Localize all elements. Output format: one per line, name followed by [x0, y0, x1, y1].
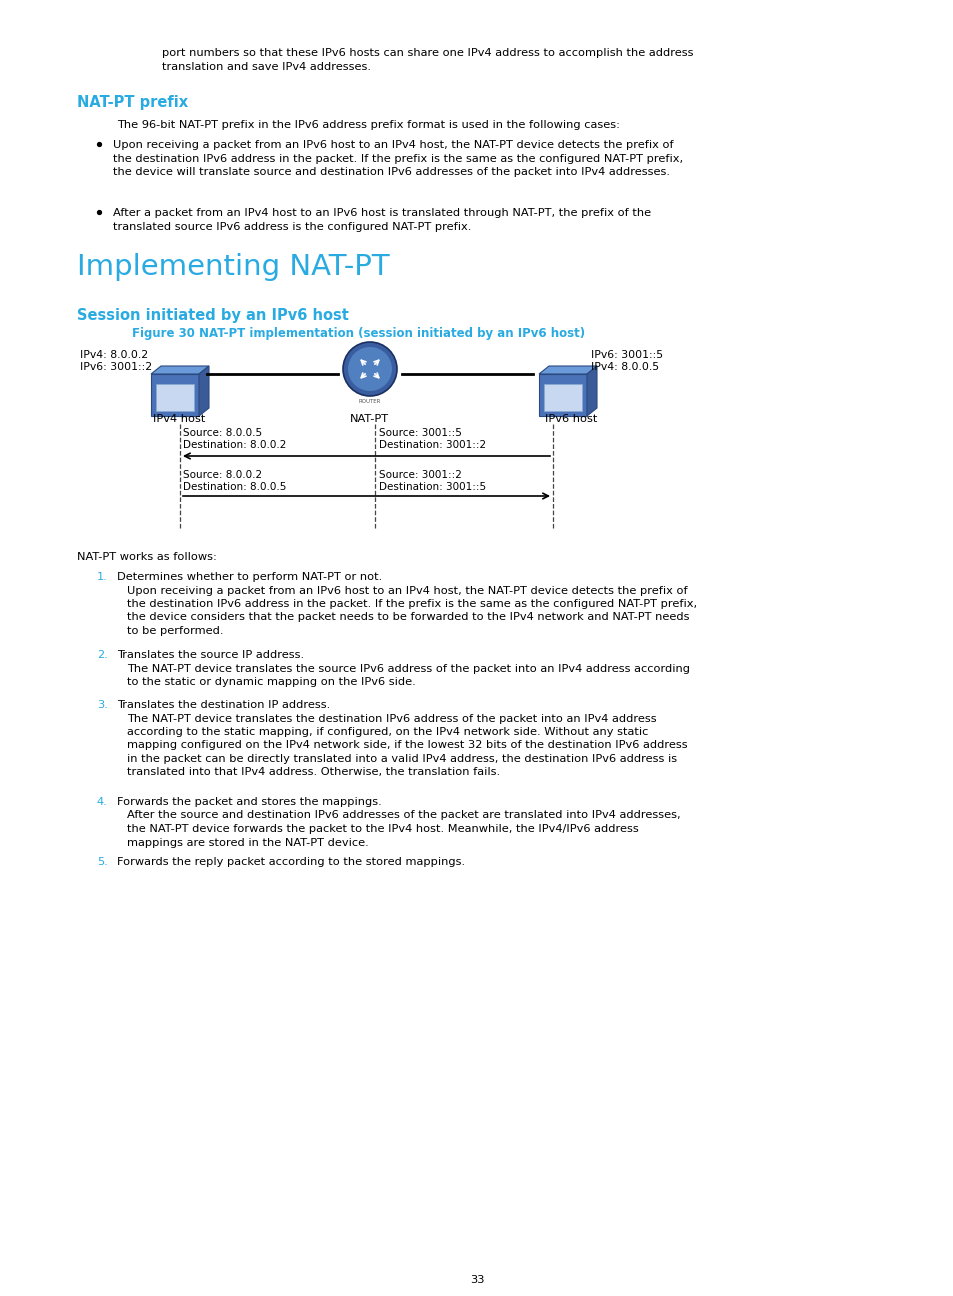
- Text: Upon receiving a packet from an IPv6 host to an IPv4 host, the NAT-PT device det: Upon receiving a packet from an IPv6 hos…: [112, 140, 673, 150]
- Text: the destination IPv6 address in the packet. If the prefix is the same as the con: the destination IPv6 address in the pack…: [112, 153, 682, 163]
- Text: to the static or dynamic mapping on the IPv6 side.: to the static or dynamic mapping on the …: [127, 677, 416, 687]
- Text: NAT-PT: NAT-PT: [350, 413, 389, 424]
- Text: 33: 33: [469, 1275, 484, 1286]
- Text: translated into that IPv4 address. Otherwise, the translation fails.: translated into that IPv4 address. Other…: [127, 767, 499, 778]
- Text: 2.: 2.: [97, 651, 108, 660]
- Text: IPv6 host: IPv6 host: [544, 413, 597, 424]
- Text: Destination: 8.0.0.5: Destination: 8.0.0.5: [183, 482, 286, 492]
- Text: Source: 3001::5: Source: 3001::5: [378, 428, 461, 438]
- Text: Session initiated by an IPv6 host: Session initiated by an IPv6 host: [77, 308, 349, 323]
- Text: Source: 3001::2: Source: 3001::2: [378, 470, 461, 480]
- Text: Destination: 3001::2: Destination: 3001::2: [378, 441, 486, 450]
- Text: Destination: 8.0.0.2: Destination: 8.0.0.2: [183, 441, 286, 450]
- Text: Source: 8.0.0.2: Source: 8.0.0.2: [183, 470, 262, 480]
- Text: The NAT-PT device translates the source IPv6 address of the packet into an IPv4 : The NAT-PT device translates the source …: [127, 664, 689, 674]
- Text: Translates the source IP address.: Translates the source IP address.: [117, 651, 304, 660]
- FancyBboxPatch shape: [543, 384, 581, 411]
- Text: translation and save IPv4 addresses.: translation and save IPv4 addresses.: [162, 61, 371, 71]
- Text: mappings are stored in the NAT-PT device.: mappings are stored in the NAT-PT device…: [127, 837, 369, 848]
- Text: 5.: 5.: [97, 857, 108, 867]
- Text: Figure 30 NAT-PT implementation (session initiated by an IPv6 host): Figure 30 NAT-PT implementation (session…: [132, 327, 584, 340]
- Text: Source: 8.0.0.5: Source: 8.0.0.5: [183, 428, 262, 438]
- Polygon shape: [151, 365, 209, 375]
- Text: port numbers so that these IPv6 hosts can share one IPv4 address to accomplish t: port numbers so that these IPv6 hosts ca…: [162, 48, 693, 58]
- Text: After the source and destination IPv6 addresses of the packet are translated int: After the source and destination IPv6 ad…: [127, 810, 679, 820]
- Text: Forwards the packet and stores the mappings.: Forwards the packet and stores the mappi…: [117, 797, 381, 807]
- FancyBboxPatch shape: [156, 384, 193, 411]
- Text: in the packet can be directly translated into a valid IPv4 address, the destinat: in the packet can be directly translated…: [127, 754, 677, 765]
- Text: the device considers that the packet needs to be forwarded to the IPv4 network a: the device considers that the packet nee…: [127, 613, 689, 622]
- Text: Destination: 3001::5: Destination: 3001::5: [378, 482, 486, 492]
- Text: IPv4: 8.0.0.2: IPv4: 8.0.0.2: [80, 350, 148, 360]
- Text: IPv4 host: IPv4 host: [152, 413, 205, 424]
- Text: 1.: 1.: [97, 572, 108, 582]
- FancyBboxPatch shape: [538, 375, 586, 416]
- Text: NAT-PT prefix: NAT-PT prefix: [77, 95, 188, 110]
- FancyBboxPatch shape: [151, 375, 199, 416]
- Text: IPv6: 3001::5: IPv6: 3001::5: [590, 350, 662, 360]
- Text: Implementing NAT-PT: Implementing NAT-PT: [77, 253, 389, 281]
- Text: Translates the destination IP address.: Translates the destination IP address.: [117, 700, 330, 710]
- Text: IPv4: 8.0.0.5: IPv4: 8.0.0.5: [590, 362, 659, 372]
- Text: IPv6: 3001::2: IPv6: 3001::2: [80, 362, 152, 372]
- Polygon shape: [199, 365, 209, 416]
- Text: The NAT-PT device translates the destination IPv6 address of the packet into an : The NAT-PT device translates the destina…: [127, 714, 656, 723]
- Text: The 96-bit NAT-PT prefix in the IPv6 address prefix format is used in the follow: The 96-bit NAT-PT prefix in the IPv6 add…: [117, 121, 619, 130]
- Text: Upon receiving a packet from an IPv6 host to an IPv4 host, the NAT-PT device det: Upon receiving a packet from an IPv6 hos…: [127, 586, 687, 595]
- Text: mapping configured on the IPv4 network side, if the lowest 32 bits of the destin: mapping configured on the IPv4 network s…: [127, 740, 687, 750]
- Text: to be performed.: to be performed.: [127, 626, 223, 636]
- Text: the NAT-PT device forwards the packet to the IPv4 host. Meanwhile, the IPv4/IPv6: the NAT-PT device forwards the packet to…: [127, 824, 639, 835]
- Text: ROUTER: ROUTER: [358, 399, 381, 404]
- Text: Forwards the reply packet according to the stored mappings.: Forwards the reply packet according to t…: [117, 857, 465, 867]
- Text: NAT-PT works as follows:: NAT-PT works as follows:: [77, 552, 216, 562]
- Polygon shape: [538, 365, 597, 375]
- Text: according to the static mapping, if configured, on the IPv4 network side. Withou: according to the static mapping, if conf…: [127, 727, 648, 737]
- Text: translated source IPv6 address is the configured NAT-PT prefix.: translated source IPv6 address is the co…: [112, 222, 471, 232]
- Text: 4.: 4.: [97, 797, 108, 807]
- Text: 3.: 3.: [97, 700, 108, 710]
- Circle shape: [348, 347, 392, 391]
- Text: the device will translate source and destination IPv6 addresses of the packet in: the device will translate source and des…: [112, 167, 669, 178]
- Polygon shape: [586, 365, 597, 416]
- Text: Determines whether to perform NAT-PT or not.: Determines whether to perform NAT-PT or …: [117, 572, 382, 582]
- Text: the destination IPv6 address in the packet. If the prefix is the same as the con: the destination IPv6 address in the pack…: [127, 599, 697, 609]
- Circle shape: [343, 342, 396, 397]
- Text: After a packet from an IPv4 host to an IPv6 host is translated through NAT-PT, t: After a packet from an IPv4 host to an I…: [112, 207, 651, 218]
